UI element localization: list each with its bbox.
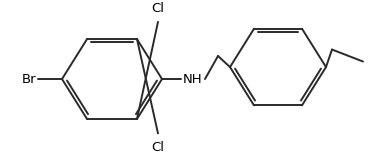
Text: Cl: Cl bbox=[152, 141, 164, 154]
Text: Br: Br bbox=[22, 73, 36, 86]
Text: Cl: Cl bbox=[152, 2, 164, 15]
Text: NH: NH bbox=[183, 73, 203, 86]
